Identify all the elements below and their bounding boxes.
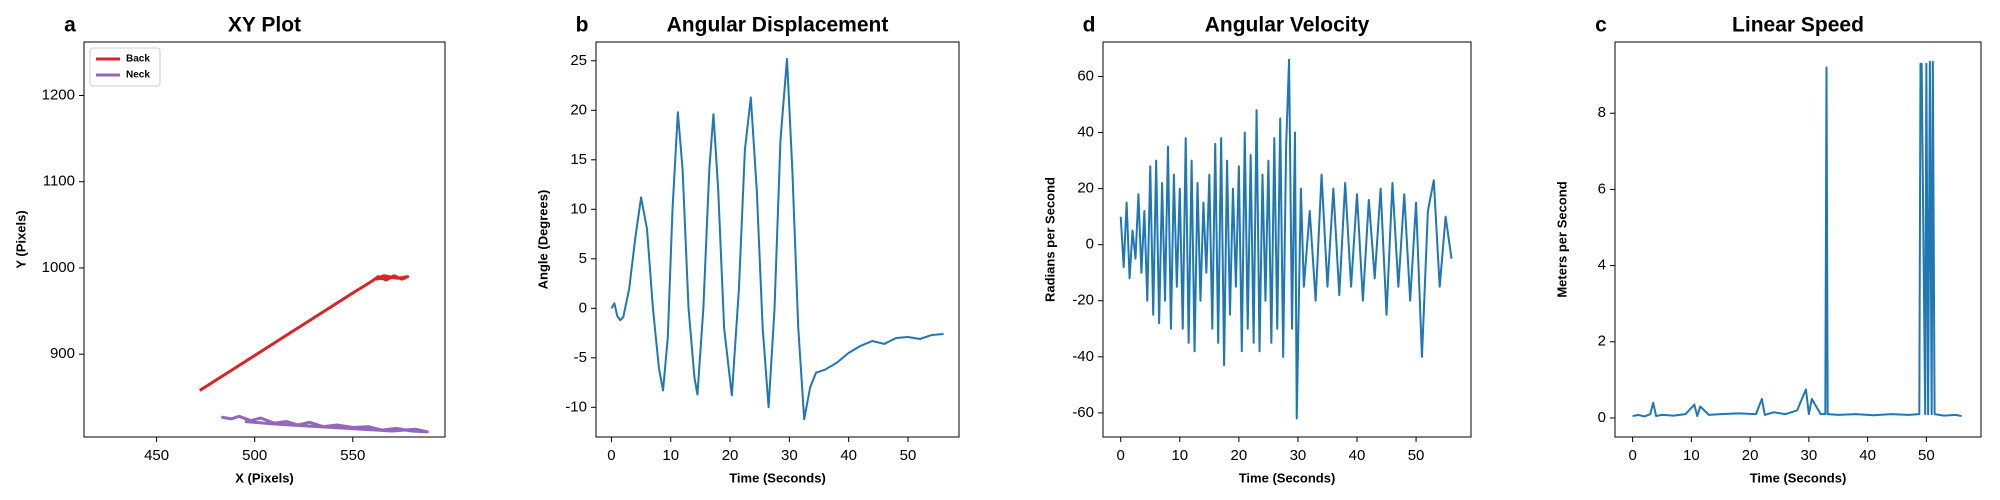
x-tick-label: 20 bbox=[1231, 447, 1248, 464]
subplot: c Linear Speed Time (Seconds) Meters per Se… bbox=[1554, 14, 1982, 485]
y-tick-label: 0 bbox=[1598, 409, 1606, 426]
axes-frame bbox=[1102, 41, 1472, 438]
y-tick-label: 40 bbox=[1077, 124, 1094, 141]
x-tick-label: 50 bbox=[1408, 447, 1425, 464]
x-tick-label: 10 bbox=[662, 447, 679, 464]
y-axis-label: Angle (Degrees) bbox=[535, 190, 550, 290]
subplot: d Angular Velocity Time (Seconds) Radians p… bbox=[1042, 14, 1472, 485]
x-tick-label: 30 bbox=[781, 447, 798, 464]
y-axis-label: Meters per Second bbox=[1554, 181, 1569, 297]
y-tick-label: -20 bbox=[1072, 292, 1094, 309]
x-tick-label: 10 bbox=[1171, 447, 1188, 464]
x-tick-label: 40 bbox=[840, 447, 857, 464]
x-axis-label: Time (Seconds) bbox=[729, 470, 826, 485]
subplot: b Angular Displacement Time (Seconds) Angle… bbox=[535, 14, 960, 485]
chart-title: Angular Velocity bbox=[1205, 14, 1370, 37]
x-tick-label: 20 bbox=[722, 447, 739, 464]
x-tick-label: 0 bbox=[1628, 447, 1636, 464]
y-tick-label: 1200 bbox=[42, 86, 75, 103]
data-line bbox=[610, 57, 944, 421]
y-tick-label: 8 bbox=[1598, 104, 1606, 121]
y-tick-label: 20 bbox=[1077, 180, 1094, 197]
y-tick-label: -10 bbox=[565, 398, 587, 415]
x-axis-label: Time (Seconds) bbox=[1750, 470, 1847, 485]
panel-label: d bbox=[1083, 14, 1096, 37]
y-tick-label: 20 bbox=[570, 101, 587, 118]
legend-label: Back bbox=[126, 54, 150, 65]
data-line bbox=[1119, 58, 1453, 420]
x-axis-label: Time (Seconds) bbox=[1239, 470, 1336, 485]
x-tick-label: 40 bbox=[1859, 447, 1876, 464]
x-tick-label: 50 bbox=[1918, 447, 1935, 464]
legend-label: Neck bbox=[126, 70, 150, 81]
y-axis-label: Y (Pixels) bbox=[13, 210, 28, 268]
data-line bbox=[1632, 60, 1962, 418]
y-tick-label: 5 bbox=[579, 250, 587, 267]
x-tick-label: 500 bbox=[242, 447, 267, 464]
chart-title: XY Plot bbox=[228, 14, 301, 37]
x-tick-label: 30 bbox=[1801, 447, 1818, 464]
y-tick-label: 2 bbox=[1598, 333, 1606, 350]
y-tick-label: 25 bbox=[570, 52, 587, 69]
axes-frame bbox=[595, 41, 960, 438]
panel-label: a bbox=[64, 14, 76, 37]
y-tick-label: 15 bbox=[570, 151, 587, 168]
y-tick-label: 1000 bbox=[42, 259, 75, 276]
x-axis-label: X (Pixels) bbox=[235, 470, 294, 485]
y-tick-label: 0 bbox=[579, 299, 587, 316]
x-tick-label: 0 bbox=[607, 447, 615, 464]
y-tick-label: -40 bbox=[1072, 348, 1094, 365]
x-tick-label: 20 bbox=[1742, 447, 1759, 464]
axes-frame bbox=[1614, 41, 1982, 438]
x-tick-label: 550 bbox=[340, 447, 365, 464]
legend: Back Neck bbox=[89, 47, 161, 87]
y-tick-label: -5 bbox=[574, 349, 587, 366]
x-tick-label: 50 bbox=[900, 447, 917, 464]
chart-title: Linear Speed bbox=[1732, 14, 1864, 37]
y-tick-label: 0 bbox=[1086, 236, 1094, 253]
y-tick-label: 1100 bbox=[43, 173, 75, 190]
y-tick-label: 6 bbox=[1598, 180, 1606, 197]
panel-label: b bbox=[576, 14, 589, 37]
x-tick-label: 10 bbox=[1683, 447, 1700, 464]
y-tick-label: -60 bbox=[1072, 404, 1094, 421]
y-tick-label: 60 bbox=[1077, 67, 1094, 84]
x-tick-label: 30 bbox=[1290, 447, 1307, 464]
y-axis-label: Radians per Second bbox=[1042, 177, 1057, 302]
x-tick-label: 40 bbox=[1349, 447, 1366, 464]
axes-frame bbox=[83, 41, 446, 438]
y-tick-label: 900 bbox=[50, 345, 75, 362]
y-tick-label: 10 bbox=[570, 200, 587, 217]
x-tick-label: 0 bbox=[1117, 447, 1125, 464]
subplot: a XY Plot X (Pixels) Y (Pixels) 450 500 550 900… bbox=[13, 14, 446, 485]
chart-title: Angular Displacement bbox=[667, 14, 889, 37]
x-tick-label: 450 bbox=[144, 447, 169, 464]
y-tick-label: 4 bbox=[1598, 257, 1606, 274]
data-line bbox=[221, 414, 429, 434]
data-line bbox=[198, 274, 410, 392]
panel-label: c bbox=[1595, 14, 1607, 37]
